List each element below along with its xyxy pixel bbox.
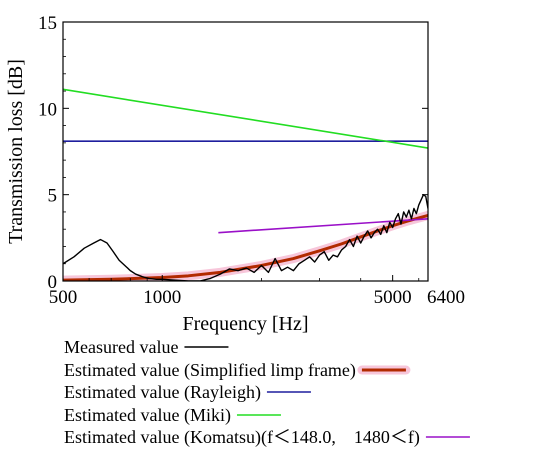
x-tick-label: 500 [49,287,78,308]
legend-label: Estimated value (Miki) [64,405,231,426]
series-halo-1 [63,210,428,281]
x-axis-label: Frequency [Hz] [182,313,308,335]
legend-label: Estimated value (Rayleigh) [64,382,261,403]
x-tick-label: 6400 [427,287,465,308]
x-tick-label: 1000 [143,287,181,308]
y-tick-label: 10 [38,99,57,120]
series-line-0 [63,193,428,281]
y-tick-label: 15 [38,13,57,34]
legend-label: Estimated value (Simplified limp frame) [64,360,356,381]
x-tick-label: 5000 [374,287,412,308]
ticks-layer: 500 1000 5000 6400 0 5 10 15 [38,13,465,308]
y-tick-label: 5 [48,186,58,207]
series-line-4 [218,218,428,234]
plot-frame [62,21,429,282]
series-layer [63,88,428,281]
legend-label: Measured value [64,337,178,357]
y-tick-label: 0 [48,272,58,293]
legend: Measured value Estimated value (Simplifie… [64,337,470,448]
series-line-3 [63,88,428,149]
y-axis-label: Transmission loss [dB] [5,59,27,244]
legend-label: Estimated value (Komatsu)(f＜148.0, 1480＜… [64,427,420,448]
